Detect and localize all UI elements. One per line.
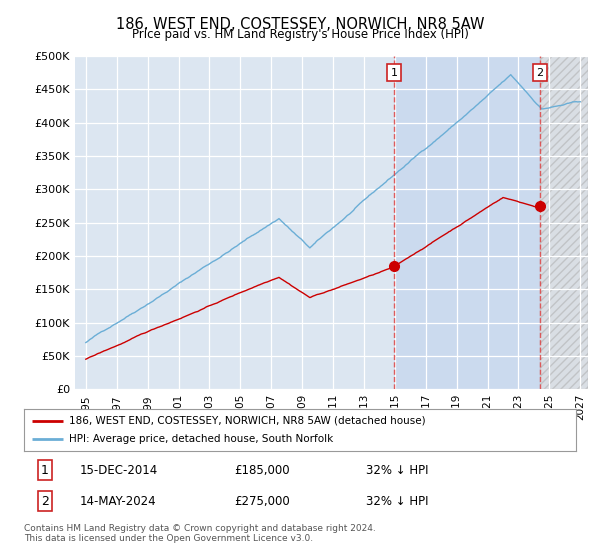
- Text: 1: 1: [41, 464, 49, 477]
- Text: 15-DEC-2014: 15-DEC-2014: [79, 464, 157, 477]
- Text: £185,000: £185,000: [234, 464, 289, 477]
- Text: HPI: Average price, detached house, South Norfolk: HPI: Average price, detached house, Sout…: [69, 435, 334, 445]
- Text: 1: 1: [391, 68, 398, 78]
- Bar: [394, 56, 539, 389]
- Text: 32% ↓ HPI: 32% ↓ HPI: [366, 494, 429, 508]
- Text: 186, WEST END, COSTESSEY, NORWICH, NR8 5AW: 186, WEST END, COSTESSEY, NORWICH, NR8 5…: [116, 17, 484, 32]
- Text: 186, WEST END, COSTESSEY, NORWICH, NR8 5AW (detached house): 186, WEST END, COSTESSEY, NORWICH, NR8 5…: [69, 416, 426, 426]
- Text: 14-MAY-2024: 14-MAY-2024: [79, 494, 156, 508]
- Text: £275,000: £275,000: [234, 494, 290, 508]
- Text: 2: 2: [41, 494, 49, 508]
- Text: Contains HM Land Registry data © Crown copyright and database right 2024.
This d: Contains HM Land Registry data © Crown c…: [24, 524, 376, 543]
- Text: 2: 2: [536, 68, 543, 78]
- Bar: [539, 56, 588, 389]
- Text: 32% ↓ HPI: 32% ↓ HPI: [366, 464, 429, 477]
- Text: Price paid vs. HM Land Registry's House Price Index (HPI): Price paid vs. HM Land Registry's House …: [131, 28, 469, 41]
